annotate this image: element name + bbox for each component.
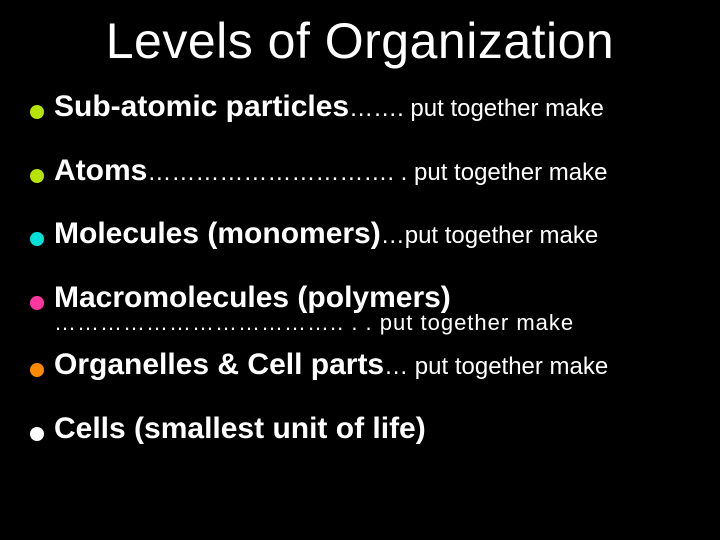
item-bold: Sub-atomic particles <box>54 88 349 126</box>
item-bold: Molecules (monomers) <box>54 215 381 253</box>
continuation-line: ……………………………….. . . put together make <box>54 310 690 336</box>
list-item: Organelles & Cell parts … put together m… <box>30 346 690 384</box>
item-bold: Organelles & Cell parts <box>54 346 384 384</box>
slide: Levels of Organization Sub-atomic partic… <box>0 0 720 540</box>
item-tail: ……. put together make <box>349 94 604 124</box>
bullet-icon <box>30 363 44 377</box>
item-bold: Atoms <box>54 152 147 190</box>
bullet-icon <box>30 232 44 246</box>
item-tail: … put together make <box>384 352 608 382</box>
item-bold: Cells (smallest unit of life) <box>54 410 426 448</box>
item-tail: …put together make <box>381 221 598 251</box>
item-tail: …………………………. . put together make <box>147 158 607 188</box>
list-item: Molecules (monomers) …put together make <box>30 215 690 253</box>
bullet-icon <box>30 427 44 441</box>
bullet-icon <box>30 296 44 310</box>
bullet-icon <box>30 169 44 183</box>
list-item: Cells (smallest unit of life) <box>30 410 690 448</box>
bullet-icon <box>30 105 44 119</box>
slide-title: Levels of Organization <box>30 12 690 70</box>
list-item: Sub-atomic particles ……. put together ma… <box>30 88 690 126</box>
list-item: Atoms …………………………. . put together make <box>30 152 690 190</box>
